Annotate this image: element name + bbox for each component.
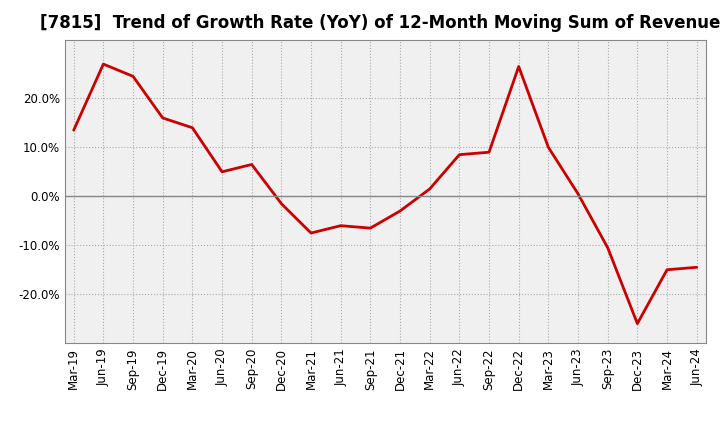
Title: [7815]  Trend of Growth Rate (YoY) of 12-Month Moving Sum of Revenues: [7815] Trend of Growth Rate (YoY) of 12-…	[40, 15, 720, 33]
